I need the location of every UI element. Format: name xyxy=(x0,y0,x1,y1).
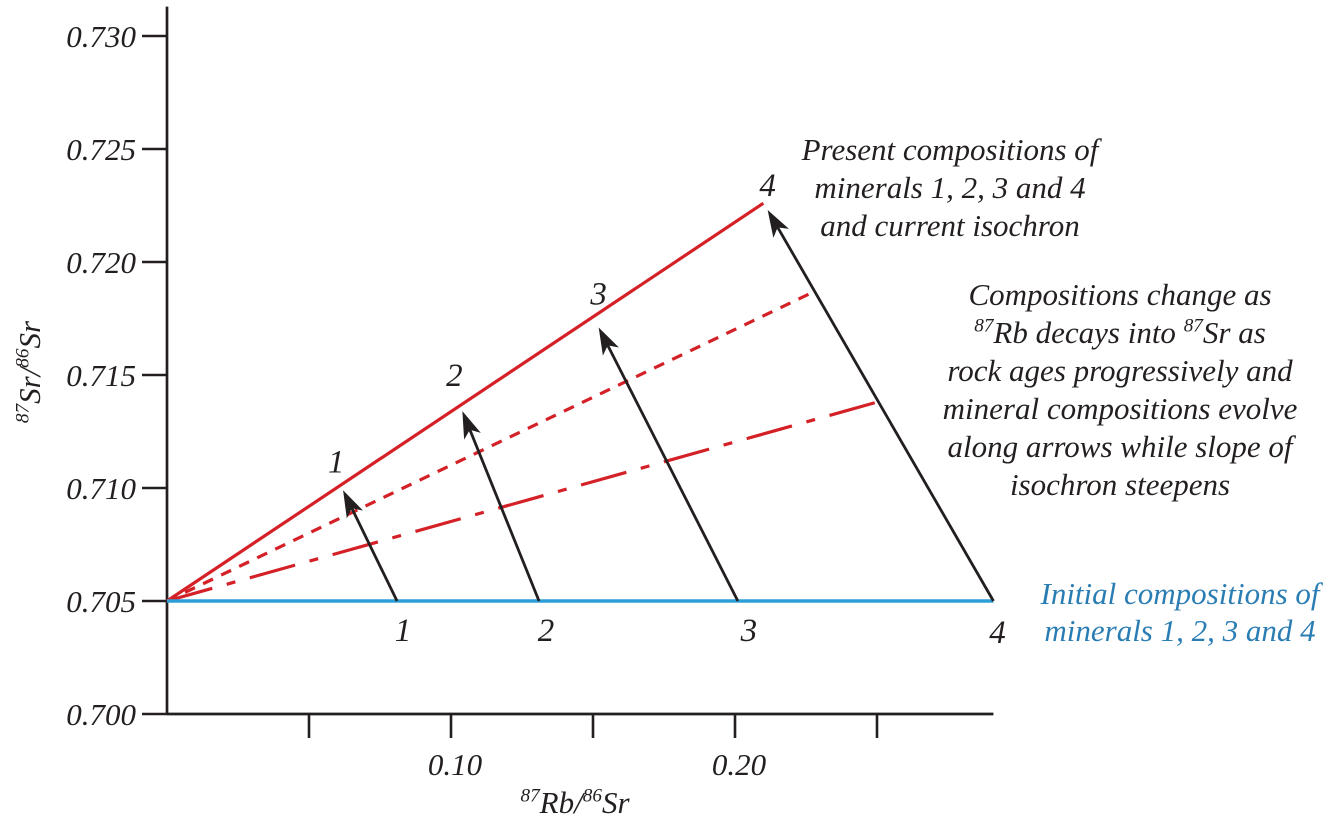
y-axis-title: 87Sr/86Sr xyxy=(12,320,47,424)
mineral-4-initial-label: 4 xyxy=(989,615,1006,651)
superscript: 87 xyxy=(520,785,540,807)
mineral-3-present-label: 3 xyxy=(589,277,607,313)
y-tick-label: 0.725 xyxy=(66,132,136,167)
intermediate-isochron-line xyxy=(166,289,816,603)
mineral-1-present-label: 1 xyxy=(328,444,345,480)
mineral-2-initial-label: 2 xyxy=(538,613,555,649)
mineral-1-initial-label: 1 xyxy=(395,613,412,649)
mineral-1-evolution-arrow-shaft xyxy=(350,507,399,602)
mineral-3-evolution-arrow-shaft xyxy=(606,344,740,602)
superscript: 86 xyxy=(12,348,34,368)
superscript: 87 xyxy=(1183,315,1203,337)
present-note-line-3: and current isochron xyxy=(820,208,1080,243)
y-tick-label: 0.710 xyxy=(66,471,136,506)
initial-compositions-note: Initial compositions of minerals 1, 2, 3… xyxy=(1022,575,1329,649)
present-note-line-1: Present compositions of xyxy=(801,132,1099,167)
superscript: 86 xyxy=(582,785,602,807)
x-axis-title: 87Rb/86Sr xyxy=(520,785,630,820)
change-note-line-1: Compositions change as xyxy=(968,277,1272,312)
mineral-2-evolution-arrow-head xyxy=(462,411,481,440)
y-tick-label: 0.715 xyxy=(66,358,136,393)
initial-note-line-2: minerals 1, 2, 3 and 4 xyxy=(1044,613,1316,648)
mineral-1-evolution-arrow-head xyxy=(343,490,363,519)
mineral-3-evolution-arrow-head xyxy=(598,327,619,356)
change-note-line-2: 87Rb decays into 87Sr as xyxy=(974,315,1266,350)
mineral-3-initial-label: 3 xyxy=(740,613,758,649)
y-tick-label: 0.720 xyxy=(66,245,136,280)
mineral-2-evolution-arrow-shaft xyxy=(468,429,541,602)
early-isochron-line xyxy=(166,400,878,603)
mineral-4-evolution-arrow-head xyxy=(767,210,789,238)
compositions-change-note: Compositions change as 87Rb decays into … xyxy=(912,276,1328,504)
y-tick-label: 0.730 xyxy=(66,19,136,54)
x-tick-label: 0.10 xyxy=(428,747,483,782)
y-tick-label: 0.700 xyxy=(66,697,136,732)
change-note-line-5: along arrows while slope of xyxy=(947,429,1293,464)
y-tick-label: 0.705 xyxy=(66,584,136,619)
change-note-line-3: rock ages progressively and xyxy=(947,353,1293,388)
mineral-4-present-label: 4 xyxy=(759,168,776,204)
change-note-line-4: mineral compositions evolve xyxy=(942,391,1298,426)
present-note-line-2: minerals 1, 2, 3 and 4 xyxy=(814,170,1086,205)
present-compositions-note: Present compositions of minerals 1, 2, 3… xyxy=(768,131,1132,245)
mineral-4-evolution-arrow-shaft xyxy=(776,226,995,602)
superscript: 87 xyxy=(974,315,994,337)
x-tick-label: 0.20 xyxy=(712,747,767,782)
change-note-line-6: isochron steepens xyxy=(1009,467,1231,502)
initial-note-line-1: Initial compositions of xyxy=(1040,576,1320,611)
superscript: 87 xyxy=(12,403,34,424)
mineral-2-present-label: 2 xyxy=(446,358,463,394)
current-isochron-line xyxy=(166,201,765,603)
